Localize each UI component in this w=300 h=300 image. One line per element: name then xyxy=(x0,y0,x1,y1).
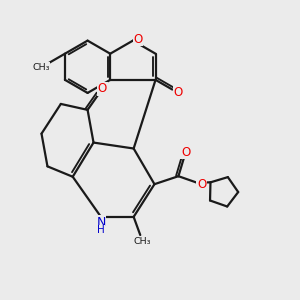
Text: CH₃: CH₃ xyxy=(134,237,151,246)
Text: O: O xyxy=(98,82,107,95)
Text: N: N xyxy=(96,216,106,229)
Text: CH₃: CH₃ xyxy=(32,63,50,72)
Text: O: O xyxy=(181,146,190,159)
Text: O: O xyxy=(173,86,183,99)
Text: H: H xyxy=(97,225,105,235)
Text: O: O xyxy=(197,178,206,191)
Text: O: O xyxy=(134,33,143,46)
